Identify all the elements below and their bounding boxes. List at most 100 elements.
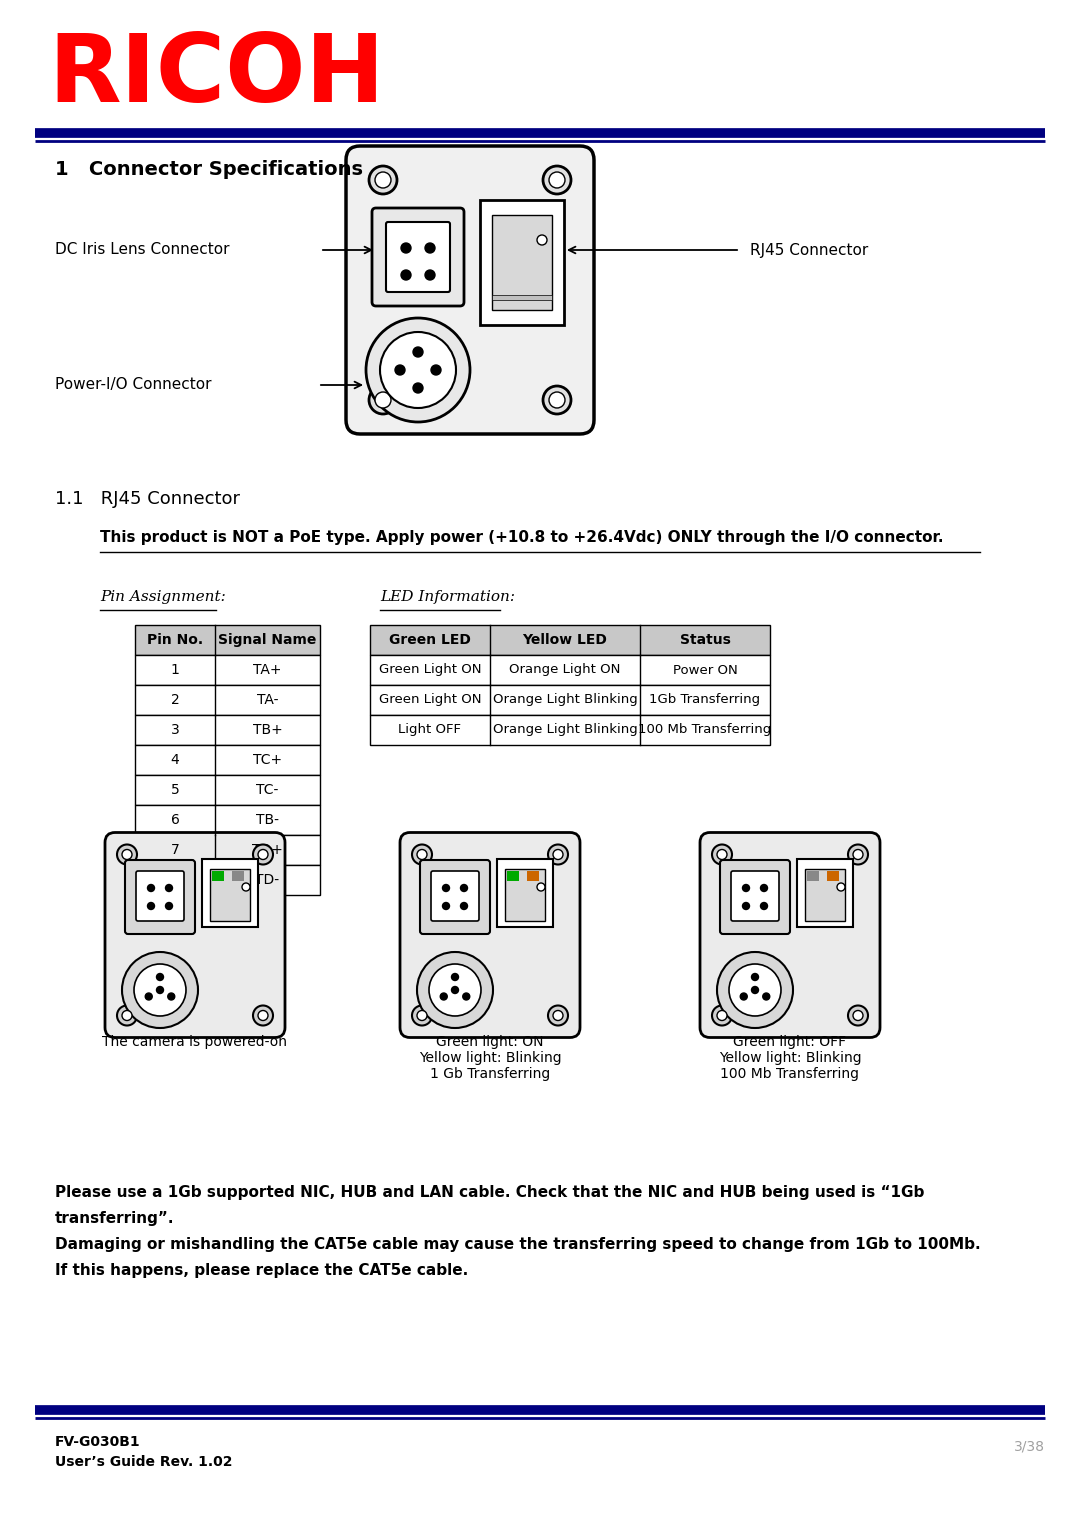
Bar [827, 870, 839, 881]
Circle shape [460, 902, 468, 910]
Text: 2: 2 [171, 693, 179, 707]
Circle shape [548, 1005, 568, 1026]
Text: Green light: OFF
Yellow light: Blinking
100 Mb Transferring: Green light: OFF Yellow light: Blinking … [718, 1035, 862, 1081]
Circle shape [242, 883, 249, 890]
Text: Pin Assignment:: Pin Assignment: [100, 589, 226, 605]
Bar [210, 869, 249, 921]
Text: TC+: TC+ [253, 753, 282, 767]
Bar [527, 870, 539, 881]
Circle shape [837, 883, 845, 890]
Circle shape [253, 1005, 273, 1026]
Circle shape [717, 951, 793, 1028]
Circle shape [451, 974, 459, 980]
Text: User’s Guide Rev. 1.02: User’s Guide Rev. 1.02 [55, 1455, 232, 1469]
Circle shape [165, 884, 173, 892]
Circle shape [417, 1011, 427, 1020]
Circle shape [712, 1005, 732, 1026]
Bar [135, 805, 320, 835]
Circle shape [122, 951, 198, 1028]
Text: TA+: TA+ [253, 663, 282, 676]
Circle shape [853, 849, 863, 860]
Text: 1.1   RJ45 Connector: 1.1 RJ45 Connector [55, 490, 240, 508]
Circle shape [717, 1011, 727, 1020]
Circle shape [369, 386, 397, 414]
FancyBboxPatch shape [346, 147, 594, 434]
Bar [232, 870, 244, 881]
Circle shape [417, 951, 492, 1028]
Text: LED Information:: LED Information: [380, 589, 515, 605]
Circle shape [740, 993, 747, 1000]
Text: The camera is powered-on: The camera is powered-on [103, 1035, 287, 1049]
Circle shape [413, 383, 423, 392]
Circle shape [148, 884, 154, 892]
Circle shape [443, 902, 449, 910]
Text: Status: Status [679, 634, 730, 647]
Bar [370, 715, 770, 745]
Bar [497, 860, 553, 927]
Circle shape [401, 270, 411, 279]
FancyBboxPatch shape [136, 870, 184, 921]
Circle shape [148, 902, 154, 910]
Text: Green light: ON
Yellow light: Blinking
1 Gb Transferring: Green light: ON Yellow light: Blinking 1… [419, 1035, 562, 1081]
Bar [505, 869, 545, 921]
Circle shape [537, 235, 546, 244]
Bar [370, 625, 770, 655]
Bar [135, 625, 320, 655]
Circle shape [553, 1011, 563, 1020]
Text: Yellow LED: Yellow LED [523, 634, 607, 647]
Bar [135, 835, 320, 864]
Circle shape [258, 849, 268, 860]
Text: Orange Light Blinking: Orange Light Blinking [492, 693, 637, 707]
Bar [797, 860, 853, 927]
Circle shape [537, 883, 545, 890]
Text: DC Iris Lens Connector: DC Iris Lens Connector [55, 243, 229, 258]
Circle shape [134, 964, 186, 1015]
Text: 100 Mb Transferring: 100 Mb Transferring [638, 724, 771, 736]
Circle shape [760, 902, 768, 910]
Circle shape [853, 1011, 863, 1020]
Bar [202, 860, 258, 927]
Circle shape [145, 993, 152, 1000]
Circle shape [712, 844, 732, 864]
Text: Signal Name: Signal Name [218, 634, 316, 647]
Bar [480, 200, 564, 325]
Bar [807, 870, 819, 881]
FancyBboxPatch shape [125, 860, 195, 935]
Circle shape [717, 849, 727, 860]
Text: TB+: TB+ [253, 722, 282, 738]
FancyBboxPatch shape [400, 832, 580, 1037]
Circle shape [426, 243, 435, 253]
Circle shape [548, 844, 568, 864]
Text: Green Light ON: Green Light ON [379, 693, 482, 707]
Circle shape [167, 993, 175, 1000]
Text: This product is NOT a PoE type. Apply power (+10.8 to +26.4Vdc) ONLY through the: This product is NOT a PoE type. Apply po… [100, 530, 948, 545]
Bar [135, 715, 320, 745]
Circle shape [451, 986, 459, 994]
Text: FV-G030B1: FV-G030B1 [55, 1435, 140, 1449]
Bar [370, 686, 770, 715]
Circle shape [762, 993, 770, 1000]
Text: Power ON: Power ON [673, 664, 738, 676]
Text: Orange Light Blinking: Orange Light Blinking [492, 724, 637, 736]
Circle shape [366, 318, 470, 421]
Text: Please use a 1Gb supported NIC, HUB and LAN cable. Check that the NIC and HUB be: Please use a 1Gb supported NIC, HUB and … [55, 1185, 924, 1200]
Bar [507, 870, 519, 881]
Circle shape [543, 386, 571, 414]
Text: TB-: TB- [256, 812, 279, 828]
Circle shape [443, 884, 449, 892]
Text: 4: 4 [171, 753, 179, 767]
Circle shape [752, 974, 758, 980]
Circle shape [395, 365, 405, 376]
Circle shape [431, 365, 441, 376]
Text: 3: 3 [171, 722, 179, 738]
Text: Power-I/O Connector: Power-I/O Connector [55, 377, 212, 392]
Circle shape [743, 884, 750, 892]
Circle shape [743, 902, 750, 910]
Text: Green LED: Green LED [389, 634, 471, 647]
Circle shape [553, 849, 563, 860]
Text: 3/38: 3/38 [1014, 1440, 1045, 1454]
Text: If this happens, please replace the CAT5e cable.: If this happens, please replace the CAT5… [55, 1263, 469, 1278]
Text: 7: 7 [171, 843, 179, 857]
Circle shape [117, 844, 137, 864]
Circle shape [122, 849, 132, 860]
